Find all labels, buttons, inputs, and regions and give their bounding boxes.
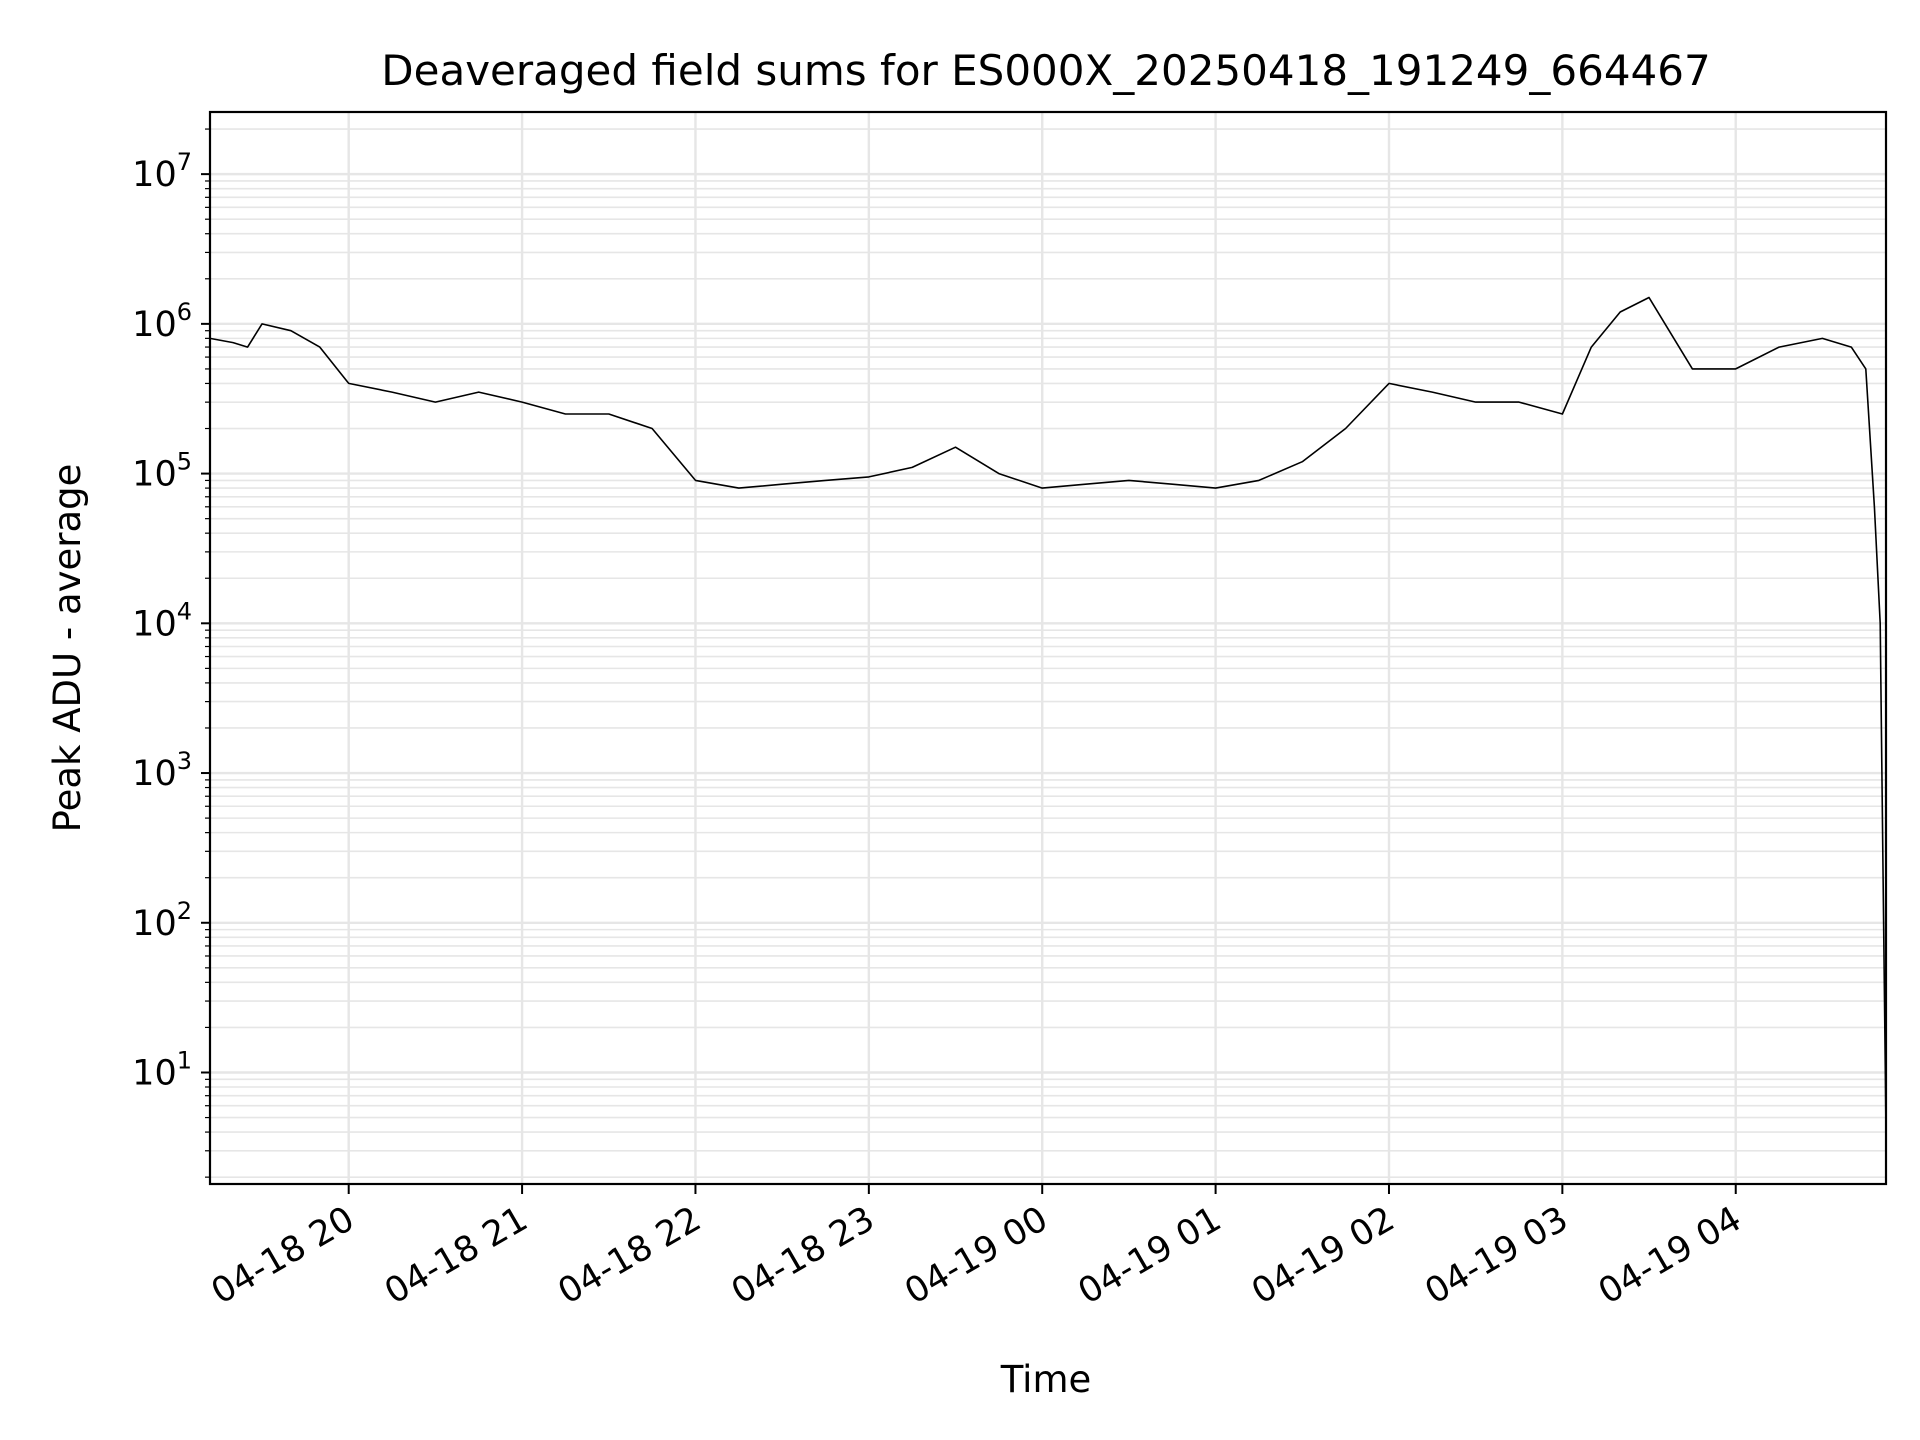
y-tick-label: 106 [132,298,192,345]
gridlines [210,112,1886,1184]
y-tick-label: 101 [132,1046,192,1093]
series-line-0 [209,296,1887,1133]
y-tick-label: 105 [132,448,192,495]
plot-frame [208,110,1888,1186]
y-axis-ticks: 101 102 103 104 105 106 107 [132,128,210,1178]
y-tick-label: 104 [132,597,192,644]
y-tick-label: 107 [132,148,192,195]
series-group [209,296,1887,1133]
x-axis-label: Time [1000,1358,1092,1401]
chart-title: Deaveraged field sums for ES000X_2025041… [381,46,1710,95]
y-axis-label: Peak ADU - average [46,464,89,833]
y-tick-label: 102 [132,897,192,944]
y-tick-label: 103 [132,747,192,794]
